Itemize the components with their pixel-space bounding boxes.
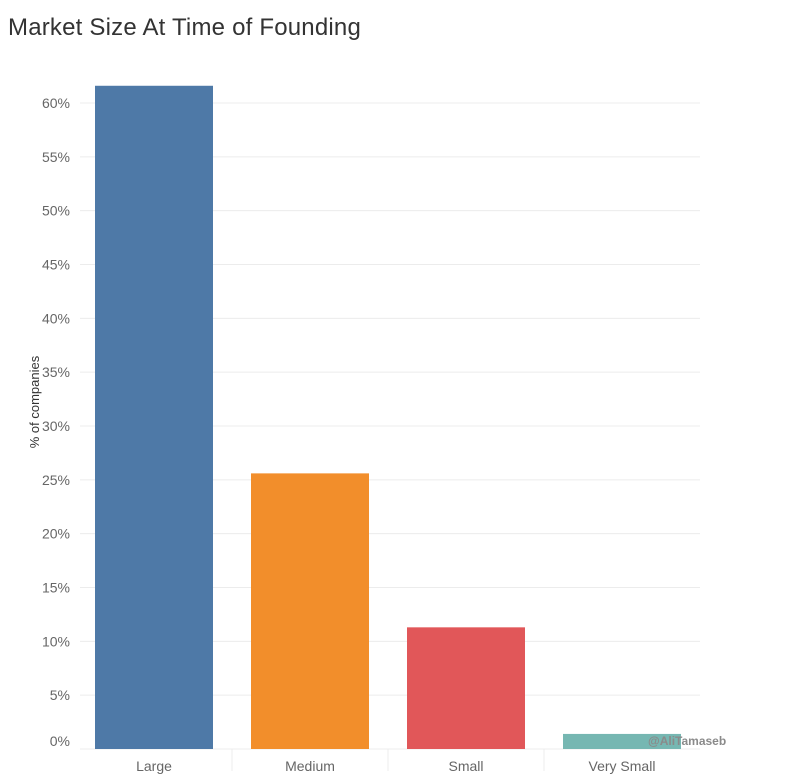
y-axis-ticks: 0% 5% 10% 15% 20% 25% 30% 35% 40% 45% 50% 55% 60% (42, 95, 70, 749)
bar-large (95, 85, 213, 750)
x-tick-label: Large (136, 758, 172, 774)
bars (95, 85, 681, 750)
x-tick-label: Medium (285, 758, 335, 774)
y-axis-title: % of companies (27, 355, 42, 448)
y-tick-label: 5% (50, 687, 70, 703)
x-tick-label: Small (448, 758, 483, 774)
y-tick-label: 45% (42, 257, 70, 273)
y-tick-label: 0% (50, 733, 70, 749)
y-tick-label: 60% (42, 95, 70, 111)
bar-medium (251, 473, 369, 749)
x-axis-labels: Large Medium Small Very Small (136, 758, 655, 774)
y-tick-label: 15% (42, 580, 70, 596)
bar-small (407, 627, 525, 749)
watermark-text: @AliTamaseb (648, 734, 726, 748)
y-tick-label: 20% (42, 526, 70, 542)
chart-title: Market Size At Time of Founding (8, 14, 362, 41)
y-tick-label: 35% (42, 364, 70, 380)
y-tick-label: 25% (42, 472, 70, 488)
y-tick-label: 55% (42, 149, 70, 165)
y-tick-label: 40% (42, 310, 70, 326)
y-tick-label: 30% (42, 418, 70, 434)
y-tick-label: 10% (42, 633, 70, 649)
bar-very-small (563, 733, 681, 749)
x-tick-label: Very Small (589, 758, 656, 774)
y-tick-label: 50% (42, 203, 70, 219)
